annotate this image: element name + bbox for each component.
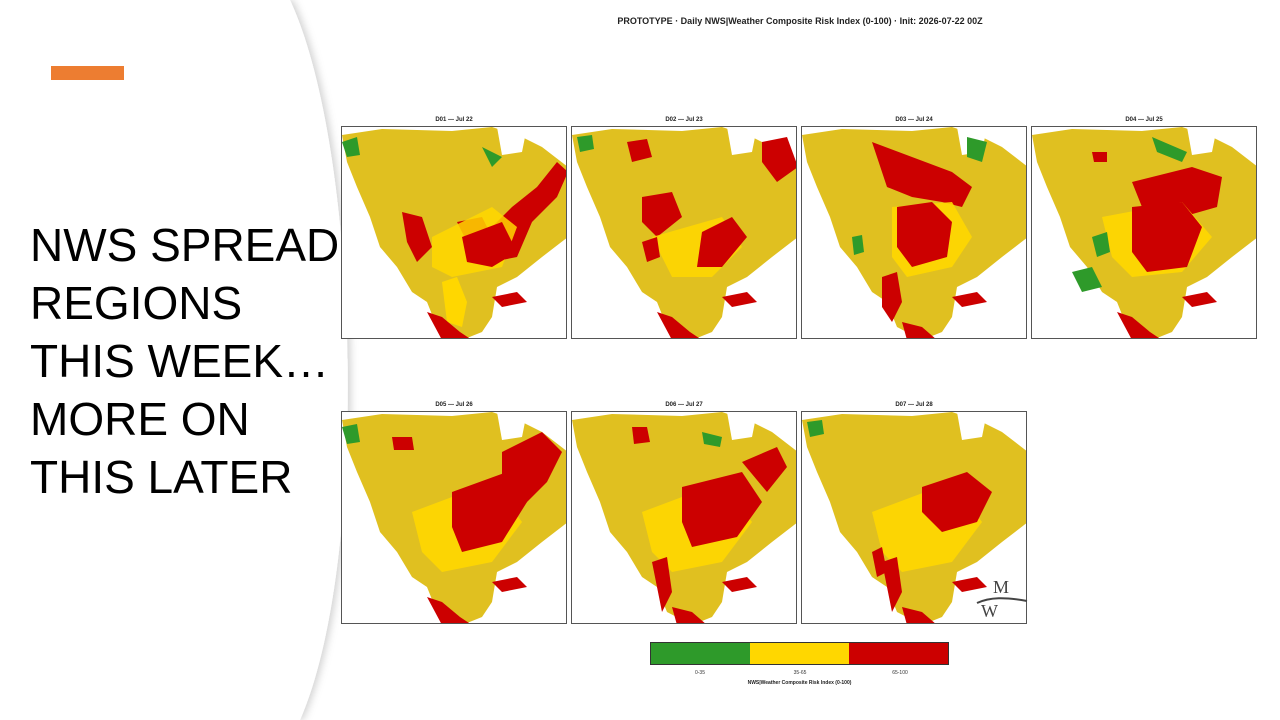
slide-title-line: REGIONS bbox=[30, 277, 243, 329]
color-legend bbox=[650, 642, 949, 665]
svg-text:M: M bbox=[993, 577, 1009, 597]
slide-title-line: THIS WEEK… bbox=[30, 335, 330, 387]
risk-map bbox=[341, 411, 567, 624]
slide-title-line: THIS LATER bbox=[30, 451, 293, 503]
legend-label-mid: 35-65 bbox=[793, 670, 807, 676]
risk-map bbox=[571, 411, 797, 624]
slide-title-line: NWS SPREAD bbox=[30, 219, 340, 271]
accent-bar bbox=[51, 66, 124, 80]
panel-label: D02 — Jul 23 bbox=[665, 117, 703, 123]
legend-label-high: 65-100 bbox=[892, 670, 908, 676]
panel-label: D06 — Jul 27 bbox=[665, 402, 703, 408]
figure-title: PROTOTYPE · Daily NWS|Weather Composite … bbox=[617, 16, 983, 26]
legend-label-low: 0-35 bbox=[694, 670, 705, 676]
slide-title: NWS SPREAD REGIONS THIS WEEK… MORE ON TH… bbox=[30, 216, 350, 506]
legend-swatch-high bbox=[849, 643, 948, 664]
svg-text:W: W bbox=[981, 601, 998, 621]
panel-label: D04 — Jul 25 bbox=[1125, 117, 1163, 123]
legend-caption: NWS|Weather Composite Risk Index (0-100) bbox=[747, 680, 852, 686]
panel-label: D07 — Jul 28 bbox=[895, 402, 933, 408]
risk-map bbox=[801, 126, 1027, 339]
legend-labels: 0-35 35-65 65-100 bbox=[650, 670, 949, 680]
risk-map bbox=[571, 126, 797, 339]
risk-map bbox=[341, 126, 567, 339]
panel-label: D01 — Jul 22 bbox=[435, 117, 473, 123]
slide-title-line: MORE ON bbox=[30, 393, 250, 445]
panel-label: D03 — Jul 24 bbox=[895, 117, 933, 123]
panel-label: D05 — Jul 26 bbox=[435, 402, 473, 408]
risk-map bbox=[801, 411, 1027, 624]
michigan-weather-logo: M W bbox=[975, 575, 1030, 623]
legend-swatch-low bbox=[651, 643, 750, 664]
legend-swatch-mid bbox=[750, 643, 849, 664]
risk-map bbox=[1031, 126, 1257, 339]
